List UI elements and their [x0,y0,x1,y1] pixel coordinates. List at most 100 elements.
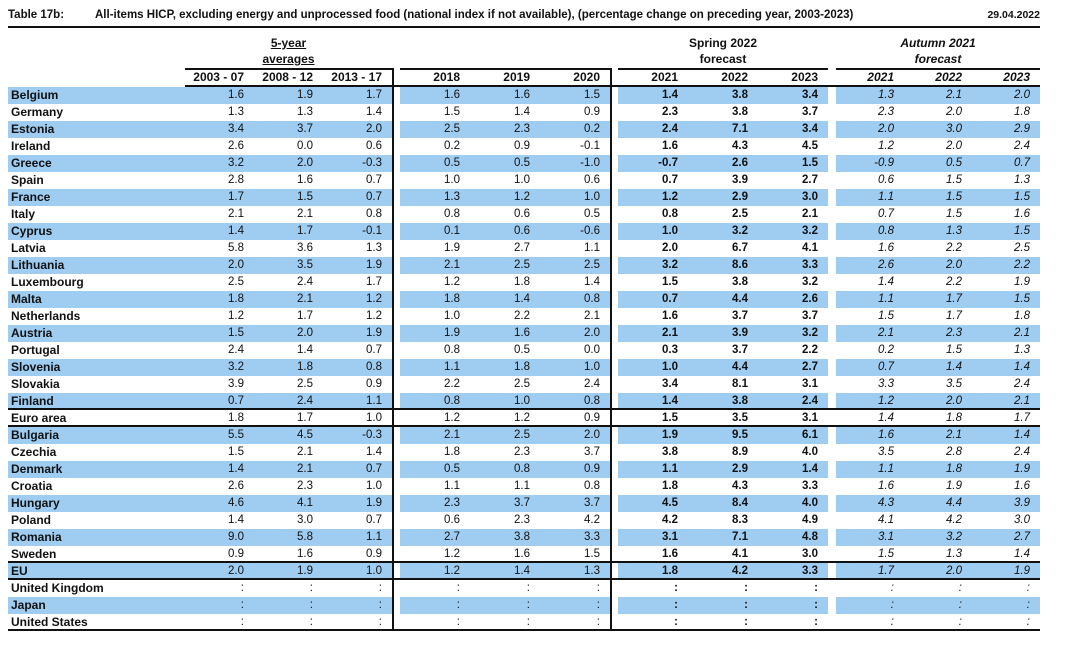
value-cell: 2.0 [540,427,610,444]
value-cell: 1.3 [904,223,972,240]
table-row: Spain 2.8 1.6 0.7 1.0 1.0 0.6 0.7 3.9 2.7 0.6 1.5 1.… [8,172,1040,189]
value-cell: 1.6 [297,548,313,560]
value-cell: 1.4 [470,291,540,308]
value-cell: -0.1 [323,223,392,240]
value-cell: 3.6 [297,242,313,254]
country-label: Malta [8,291,185,308]
value-cell: : [378,582,382,594]
value-cell: 2.0 [904,563,972,578]
value-cell: 1.2 [323,291,392,308]
value-cell: 3.5 [732,412,748,424]
value-cell: 3.1 [836,529,904,546]
value-cell: 1.8 [470,359,540,376]
value-cell: 1.5 [946,344,962,356]
value-cell: 2.1 [972,393,1040,408]
value-cell: 0.7 [366,344,382,356]
table-row: Slovenia 3.2 1.8 0.8 1.1 1.8 1.0 1.0 4.4 2.7 0.7 1.… [8,359,1040,376]
value-cell: 0.9 [228,548,244,560]
value-cell: 1.4 [366,446,382,458]
value-cell: : [744,616,748,628]
value-cell: 3.1 [618,529,688,546]
value-cell: 1.4 [618,87,688,104]
column-group-gap [828,87,836,104]
value-cell: : [309,582,313,594]
table-row: Belgium 1.6 1.9 1.7 1.6 1.6 1.5 1.4 3.8 3.4 1.3 2.1… [8,87,1040,104]
value-cell: -0.9 [836,155,904,172]
value-cell: 3.3 [878,378,894,390]
value-cell: 3.1 [802,378,818,390]
value-cell: 8.3 [732,514,748,526]
value-cell: 1.4 [297,344,313,356]
value-cell: 1.5 [228,446,244,458]
value-cell: 3.4 [185,121,254,138]
value-cell: 1.1 [323,393,392,408]
column-group-gap [828,308,836,325]
country-label: Hungary [8,495,185,512]
value-cell: 2.4 [297,276,313,288]
column-group-gap [392,359,400,376]
value-cell: 1.3 [1014,174,1030,186]
value-cell: 1.3 [836,87,904,104]
value-cell: 0.8 [366,208,382,220]
column-group-gap [610,291,618,308]
column-group-gap [392,427,400,444]
table-row: United States:::::::::::: [8,614,1040,631]
value-cell: 1.7 [254,223,323,240]
value-cell: 2.1 [400,427,470,444]
column-group-gap [828,478,836,495]
value-cell: 1.2 [366,310,382,322]
country-label: Netherlands [11,309,81,323]
value-cell: 2.2 [802,344,818,356]
value-cell: 1.3 [366,242,382,254]
column-group-gap [392,614,400,629]
value-cell: 8.6 [688,257,758,274]
value-cell: 0.7 [836,359,904,376]
value-cell: 7.1 [688,529,758,546]
column-group-gap [828,155,836,172]
value-cell: 4.0 [758,495,828,512]
column-group-gap [610,189,618,206]
value-cell: 2.0 [254,325,323,342]
country-label: Estonia [8,121,185,138]
table-row: Greece 3.2 2.0 -0.3 0.5 0.5 -1.0 -0.7 2.6 1.5 -0.9… [8,155,1040,172]
country-label: Ireland [11,139,51,153]
value-cell: : [972,597,1040,614]
value-cell: 1.4 [185,461,254,478]
value-cell: 1.9 [444,242,460,254]
country-label: Belgium [8,87,185,104]
column-group-gap [392,512,400,529]
value-cell: 2.4 [254,393,323,408]
country-label: Greece [8,155,185,172]
value-cell: 3.2 [618,257,688,274]
value-cell: 2.0 [185,563,254,578]
value-cell: 1.9 [972,461,1040,478]
column-group-gap [828,257,836,274]
value-cell: 0.6 [470,223,540,240]
value-cell: 3.9 [732,174,748,186]
value-cell: 2.5 [470,257,540,274]
column-group-gap [610,563,618,578]
column-group-gap [392,325,400,342]
value-cell: 1.7 [366,276,382,288]
value-cell: 2.3 [904,325,972,342]
value-cell: 1.3 [1014,344,1030,356]
column-group-gap [828,495,836,512]
table-row: Romania 9.0 5.8 1.1 2.7 3.8 3.3 3.1 7.1 4.8 3.1 3.2… [8,529,1040,546]
value-cell: 1.1 [836,461,904,478]
value-cell: 2.3 [470,121,540,138]
column-group-gap [392,410,400,425]
column-group-gap [828,410,836,425]
column-group-gap [828,138,836,155]
value-cell: 3.2 [758,325,828,342]
value-cell: 1.2 [444,548,460,560]
column-group-gap [610,512,618,529]
value-cell: 7.1 [688,121,758,138]
value-cell: 3.7 [254,121,323,138]
value-cell: 1.0 [444,310,460,322]
column-group-gap [610,104,618,121]
column-group-gap [610,155,618,172]
column-group-gap [610,597,618,614]
value-cell: -0.1 [580,140,600,152]
value-cell: 3.7 [802,106,818,118]
value-cell: 3.5 [254,257,323,274]
